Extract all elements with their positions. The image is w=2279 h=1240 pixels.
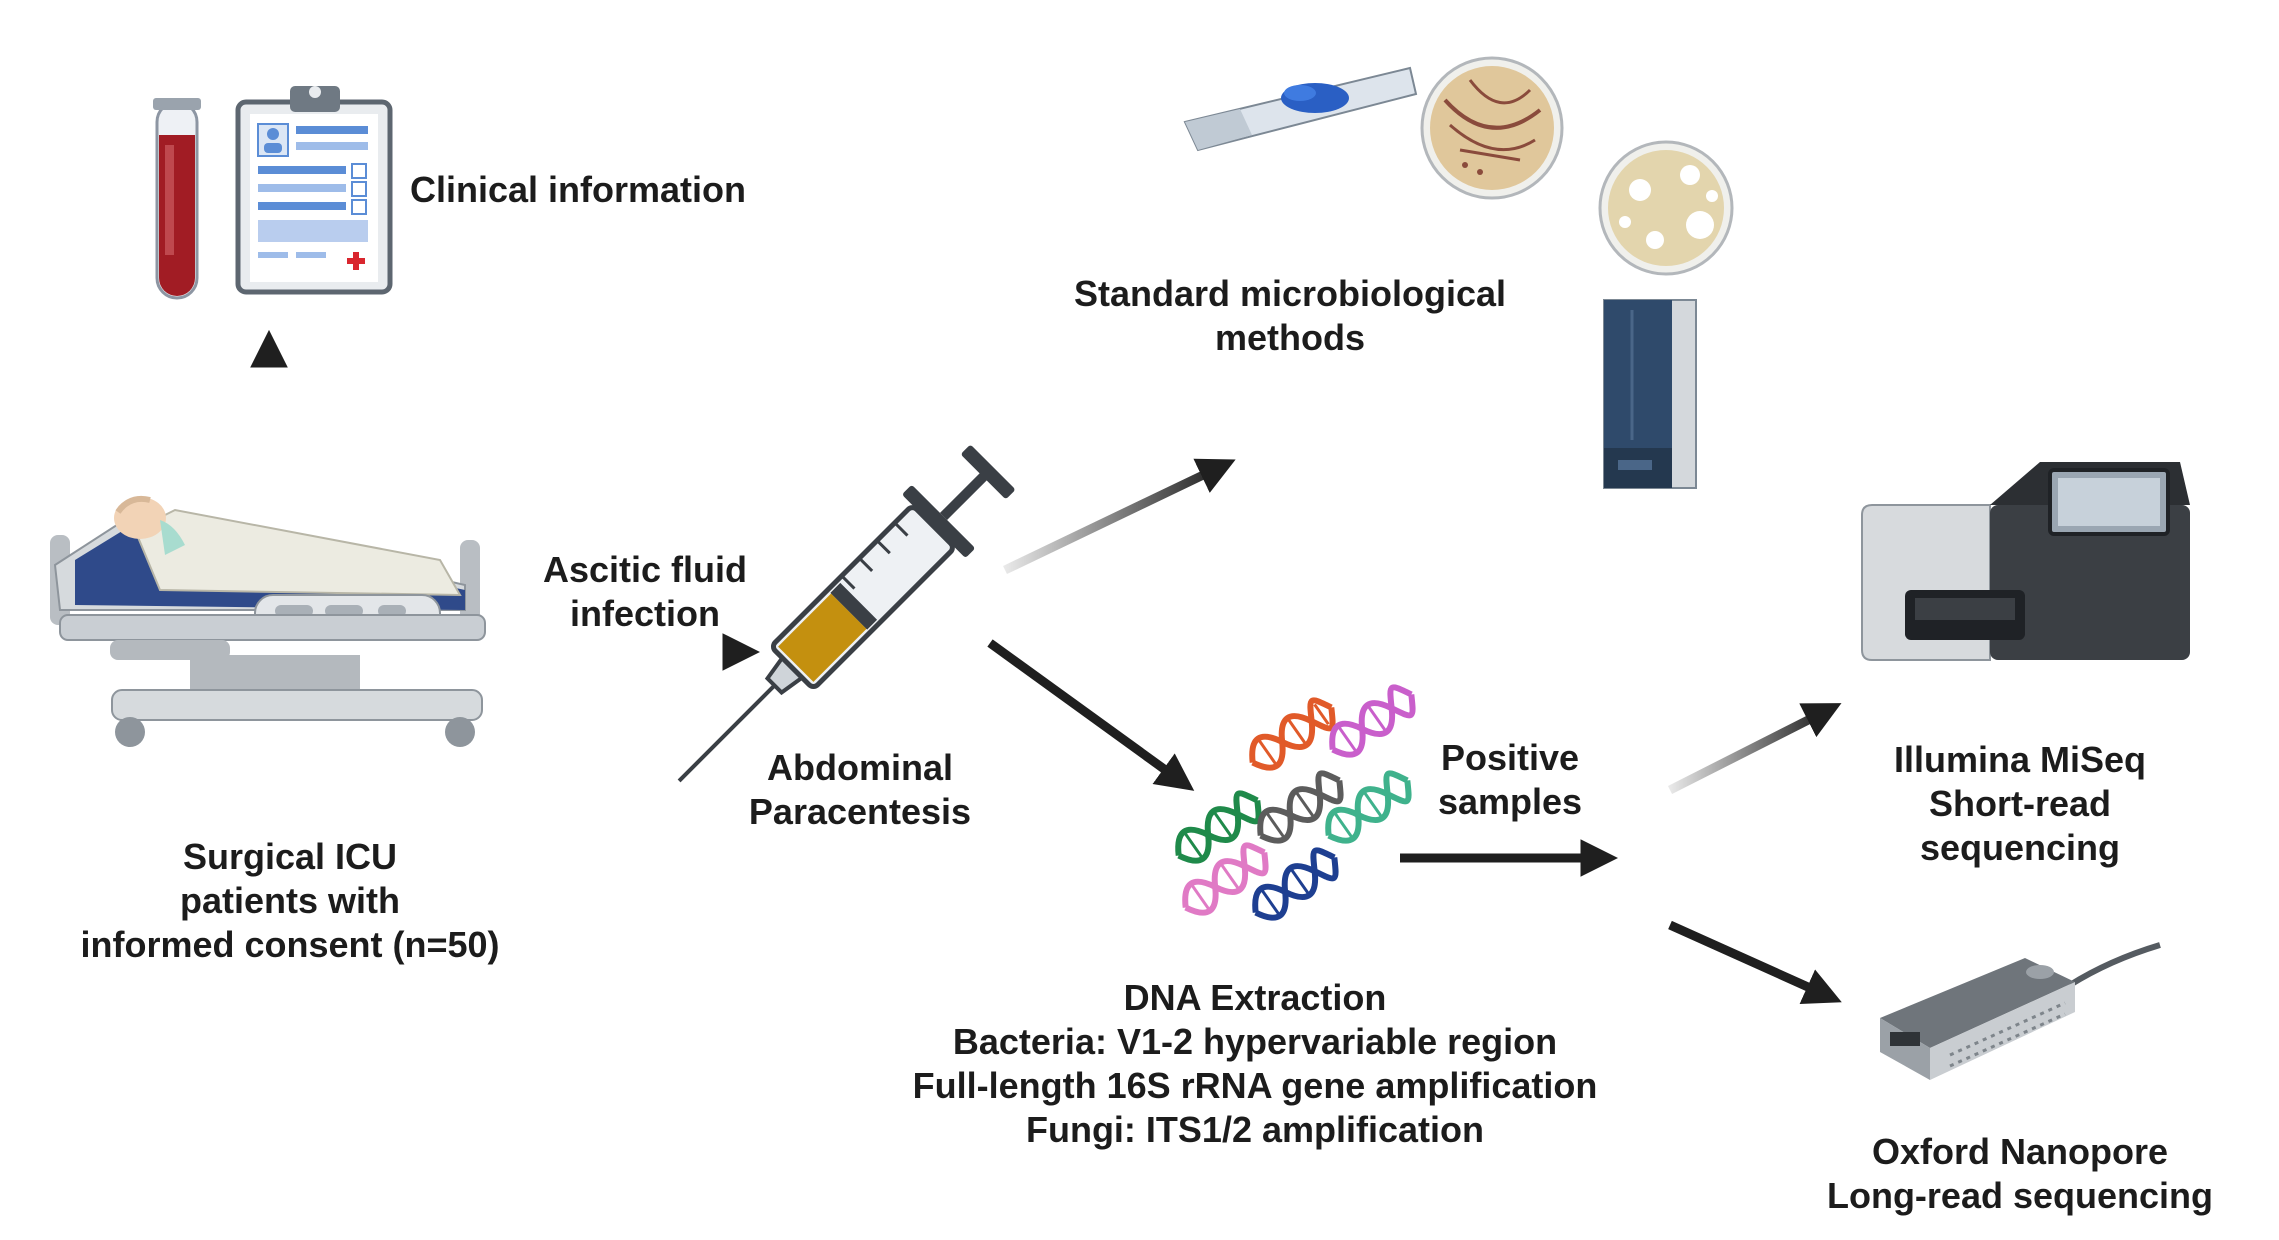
arrow-to-dna-extraction <box>987 639 1195 791</box>
sequencer-icon <box>1861 462 2190 661</box>
dna-icon <box>1175 684 1416 921</box>
standard-methods-label: Standard microbiological methods <box>1073 273 1507 358</box>
positive-samples-label: Positive samples <box>1437 737 1583 822</box>
petri-dish-icon <box>1598 140 1734 276</box>
arrow-to-nanopore <box>1668 920 1842 1004</box>
microscope-slide-icon <box>1183 66 1418 152</box>
arrow-to-standard-methods <box>1003 458 1236 575</box>
abdominal-paracentesis-label: Abdominal Paracentesis <box>748 747 972 832</box>
arrows <box>250 329 1842 1004</box>
nanopore-label: Oxford Nanopore Long-read sequencing <box>1826 1131 2214 1216</box>
arrow-to-illumina <box>1667 703 1842 795</box>
clipboard-icon <box>235 86 393 295</box>
clinical-information-label: Clinical information <box>410 169 747 210</box>
petri-dish-icon <box>1420 56 1564 200</box>
hospital-bed-icon <box>50 495 486 747</box>
analyzer-icon <box>1603 299 1697 489</box>
nanopore-device-icon <box>1880 942 2161 1080</box>
dna-extraction-label: DNA Extraction Bacteria: V1-2 hypervaria… <box>912 977 1598 1150</box>
illumina-label: Illumina MiSeq Short-read sequencing <box>1893 739 2147 868</box>
patients-label: Surgical ICU patients with informed cons… <box>80 836 500 965</box>
blood-tube-icon <box>153 98 201 300</box>
syringe-icon <box>677 445 1015 783</box>
ascitic-fluid-infection-label: Ascitic fluid infection <box>542 549 748 634</box>
